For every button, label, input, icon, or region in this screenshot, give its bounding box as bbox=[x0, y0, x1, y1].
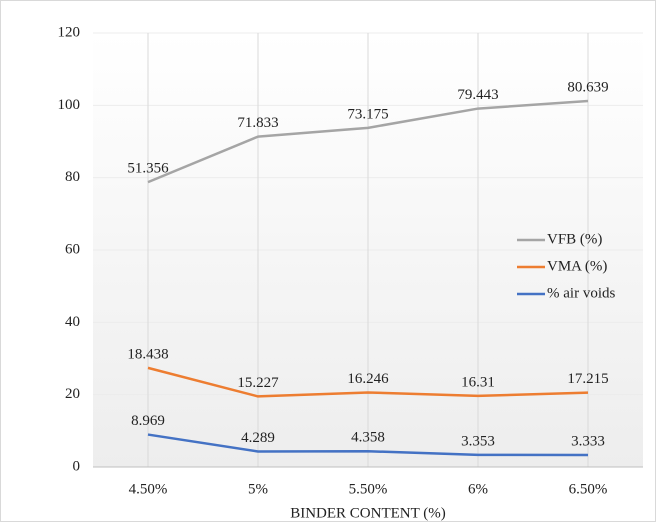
data-label: 3.353 bbox=[461, 433, 495, 449]
y-tick-label: 120 bbox=[58, 24, 81, 40]
data-label: 18.438 bbox=[127, 346, 168, 362]
legend-label: VMA (%) bbox=[547, 258, 607, 274]
data-label: 16.31 bbox=[461, 374, 495, 390]
y-tick-label: 20 bbox=[65, 386, 80, 402]
data-label: 73.175 bbox=[347, 106, 388, 122]
legend-label: % air voids bbox=[547, 285, 615, 301]
data-label: 4.358 bbox=[351, 430, 385, 446]
data-label: 4.289 bbox=[241, 430, 275, 446]
data-label: 15.227 bbox=[237, 375, 279, 391]
data-label: 8.969 bbox=[131, 413, 165, 429]
x-tick-label: 5% bbox=[248, 481, 268, 497]
data-label: 51.356 bbox=[127, 161, 169, 177]
x-tick-label: 4.50% bbox=[129, 481, 168, 497]
data-label: 80.639 bbox=[567, 79, 608, 95]
y-tick-label: 0 bbox=[73, 458, 81, 474]
series-line bbox=[147, 433, 589, 457]
data-label: 16.246 bbox=[347, 371, 389, 387]
data-label: 79.443 bbox=[457, 87, 498, 103]
y-tick-label: 80 bbox=[65, 169, 80, 185]
series-line bbox=[147, 366, 589, 398]
series-line bbox=[147, 99, 589, 184]
x-tick-label: 6.50% bbox=[569, 481, 608, 497]
x-tick-label: 6% bbox=[468, 481, 488, 497]
legend-label: VFB (%) bbox=[547, 231, 602, 247]
x-tick-label: 5.50% bbox=[349, 481, 388, 497]
x-axis-label: BINDER CONTENT (%) bbox=[290, 505, 446, 521]
data-label: 17.215 bbox=[567, 371, 608, 387]
data-label: 71.833 bbox=[237, 115, 278, 131]
y-tick-label: 100 bbox=[58, 97, 81, 113]
y-tick-label: 40 bbox=[65, 314, 80, 330]
data-label: 3.333 bbox=[571, 433, 605, 449]
y-tick-label: 60 bbox=[65, 241, 80, 257]
